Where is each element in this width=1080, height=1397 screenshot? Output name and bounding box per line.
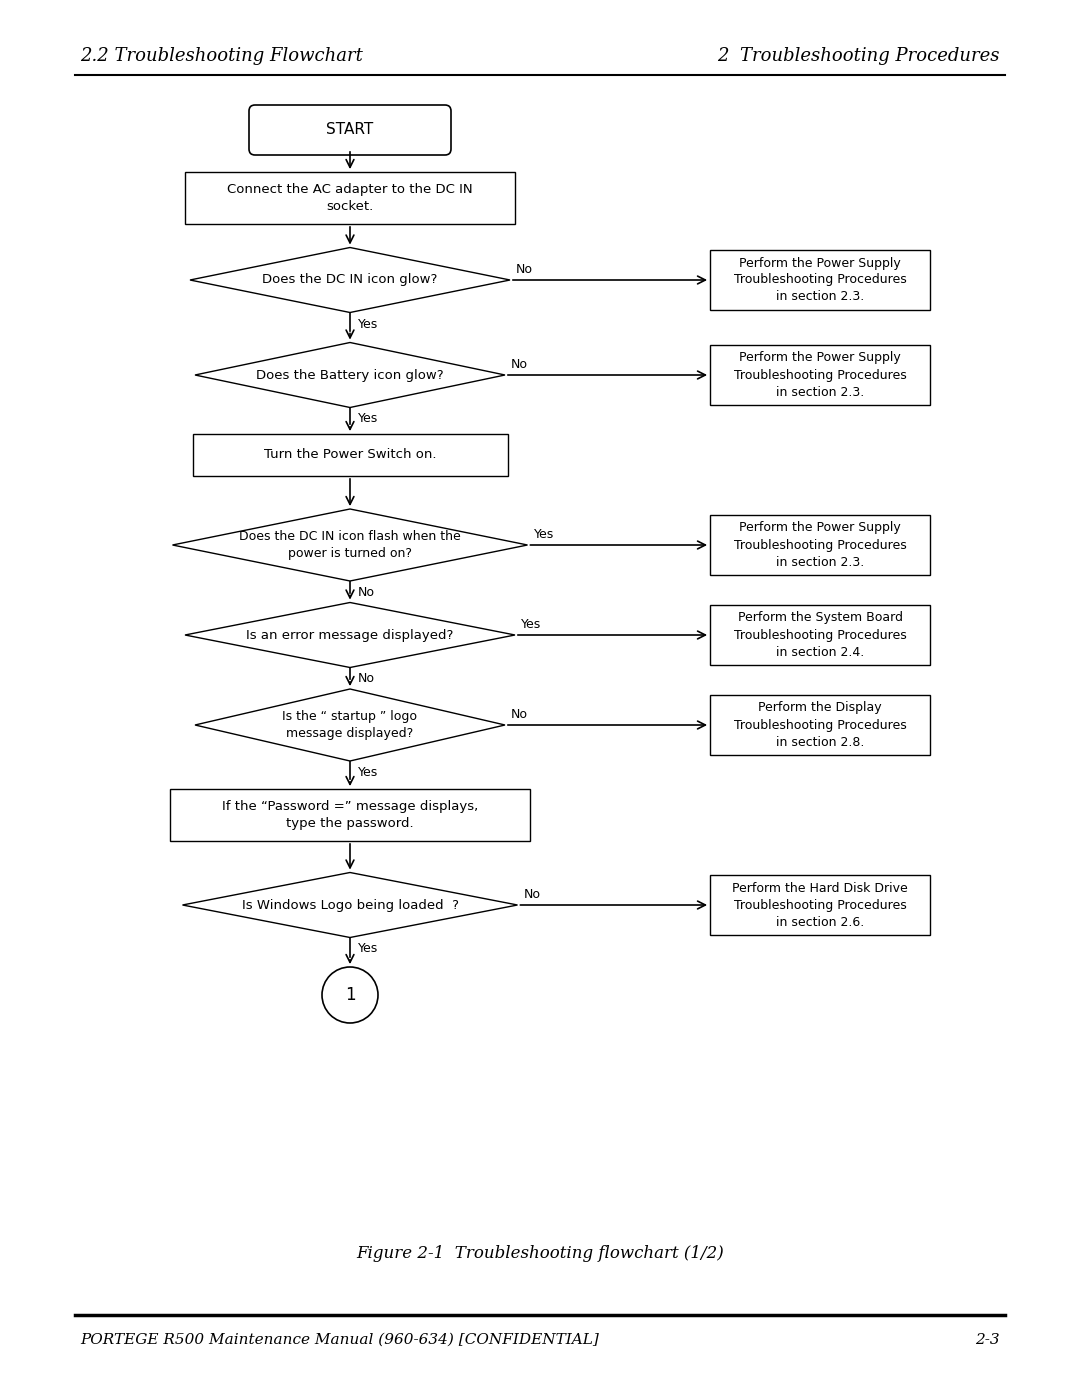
Text: Yes: Yes	[521, 617, 541, 631]
Text: No: No	[357, 672, 375, 686]
Polygon shape	[183, 873, 517, 937]
FancyBboxPatch shape	[170, 789, 530, 841]
FancyBboxPatch shape	[710, 515, 930, 576]
Polygon shape	[173, 509, 527, 581]
Text: PORTEGE R500 Maintenance Manual (960-634) [CONFIDENTIAL]: PORTEGE R500 Maintenance Manual (960-634…	[80, 1333, 599, 1347]
Text: Perform the Hard Disk Drive
Troubleshooting Procedures
in section 2.6.: Perform the Hard Disk Drive Troubleshoot…	[732, 882, 908, 929]
Text: Perform the Power Supply
Troubleshooting Procedures
in section 2.3.: Perform the Power Supply Troubleshooting…	[733, 352, 906, 398]
FancyBboxPatch shape	[249, 105, 451, 155]
Polygon shape	[185, 602, 515, 668]
Text: Perform the Power Supply
Troubleshooting Procedures
in section 2.3.: Perform the Power Supply Troubleshooting…	[733, 521, 906, 569]
Text: Connect the AC adapter to the DC IN
socket.: Connect the AC adapter to the DC IN sock…	[227, 183, 473, 212]
Text: No: No	[511, 708, 528, 721]
Text: No: No	[357, 585, 375, 599]
Text: Figure 2-1  Troubleshooting flowchart (1/2): Figure 2-1 Troubleshooting flowchart (1/…	[356, 1245, 724, 1261]
Text: Does the DC IN icon glow?: Does the DC IN icon glow?	[262, 274, 437, 286]
Text: Does the DC IN icon flash when the
power is turned on?: Does the DC IN icon flash when the power…	[239, 529, 461, 560]
Text: Perform the Display
Troubleshooting Procedures
in section 2.8.: Perform the Display Troubleshooting Proc…	[733, 701, 906, 749]
Text: No: No	[511, 358, 528, 372]
FancyBboxPatch shape	[710, 694, 930, 754]
FancyBboxPatch shape	[185, 172, 515, 224]
Text: No: No	[516, 263, 534, 277]
Text: Perform the Power Supply
Troubleshooting Procedures
in section 2.3.: Perform the Power Supply Troubleshooting…	[733, 257, 906, 303]
Text: Yes: Yes	[357, 943, 378, 956]
Text: Yes: Yes	[357, 412, 378, 426]
Text: 1: 1	[345, 986, 355, 1004]
Text: Is an error message displayed?: Is an error message displayed?	[246, 629, 454, 641]
Circle shape	[322, 967, 378, 1023]
Text: No: No	[524, 888, 540, 901]
Text: Yes: Yes	[357, 317, 378, 331]
Polygon shape	[195, 342, 505, 408]
Text: Perform the System Board
Troubleshooting Procedures
in section 2.4.: Perform the System Board Troubleshooting…	[733, 612, 906, 658]
Text: 2.2 Troubleshooting Flowchart: 2.2 Troubleshooting Flowchart	[80, 47, 363, 66]
FancyBboxPatch shape	[192, 434, 508, 476]
Polygon shape	[190, 247, 510, 313]
Text: Is Windows Logo being loaded  ?: Is Windows Logo being loaded ?	[242, 898, 459, 911]
FancyBboxPatch shape	[710, 250, 930, 310]
FancyBboxPatch shape	[710, 345, 930, 405]
Text: START: START	[326, 123, 374, 137]
Text: 2-3: 2-3	[975, 1333, 1000, 1347]
FancyBboxPatch shape	[710, 875, 930, 935]
FancyBboxPatch shape	[710, 605, 930, 665]
Text: Does the Battery icon glow?: Does the Battery icon glow?	[256, 369, 444, 381]
Text: If the “Password =” message displays,
type the password.: If the “Password =” message displays, ty…	[221, 800, 478, 830]
Text: Turn the Power Switch on.: Turn the Power Switch on.	[264, 448, 436, 461]
Text: 2  Troubleshooting Procedures: 2 Troubleshooting Procedures	[717, 47, 1000, 66]
Text: Yes: Yes	[534, 528, 554, 541]
Text: Is the “ startup ” logo
message displayed?: Is the “ startup ” logo message displaye…	[283, 710, 418, 740]
Text: Yes: Yes	[357, 766, 378, 780]
Polygon shape	[195, 689, 505, 761]
